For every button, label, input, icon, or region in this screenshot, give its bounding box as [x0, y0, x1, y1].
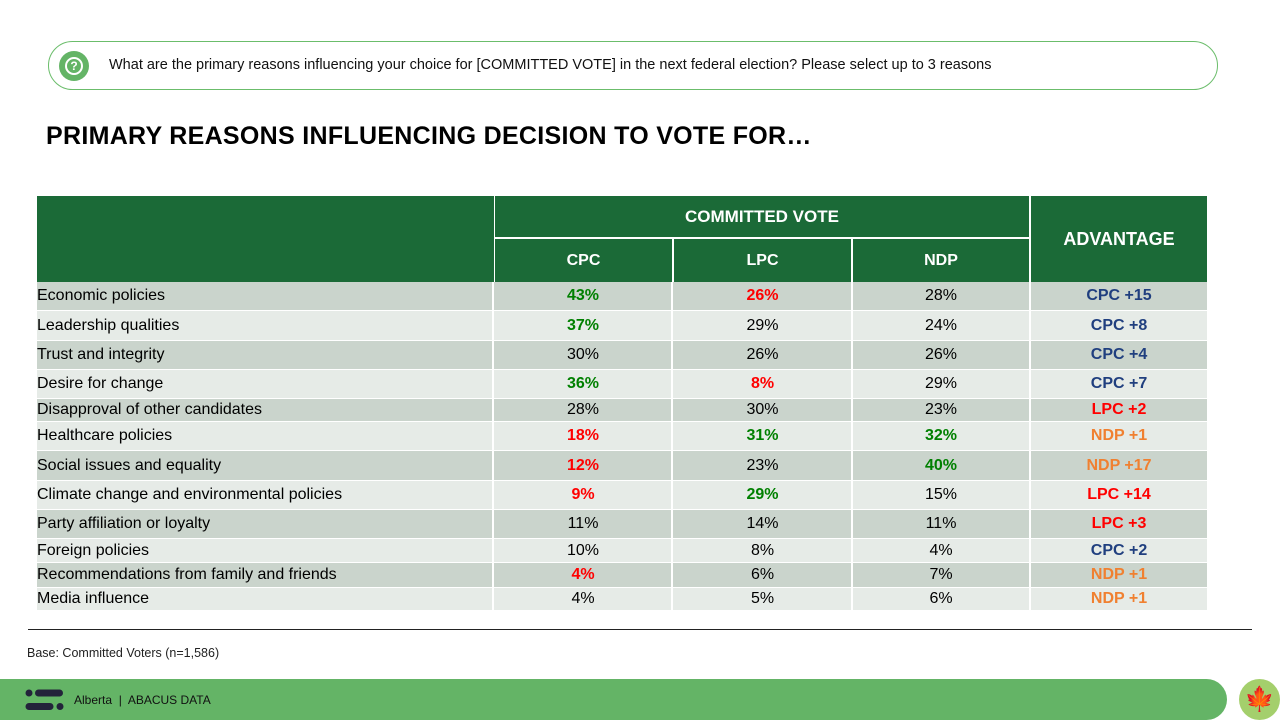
table-row: Healthcare policies 18% 31% 32% NDP +1 — [37, 422, 1207, 450]
value-cell-lpc: 23% — [674, 451, 853, 480]
value-cell-ndp: 29% — [853, 370, 1031, 398]
row-label: Desire for change — [37, 370, 494, 398]
value-cell-ndp: 15% — [853, 481, 1031, 509]
value-cell-ndp: 23% — [853, 399, 1031, 421]
header-cpc: CPC — [495, 239, 672, 282]
value-cell-lpc: 8% — [674, 539, 853, 562]
value-cell-lpc: 31% — [674, 422, 853, 450]
table-row: Economic policies 43% 26% 28% CPC +15 — [37, 282, 1207, 310]
table-row: Media influence 4% 5% 6% NDP +1 — [37, 588, 1207, 610]
base-note: Base: Committed Voters (n=1,586) — [27, 646, 220, 660]
advantage-cell: NDP +1 — [1090, 427, 1148, 444]
value-cell-cpc: 9% — [495, 481, 673, 509]
table-row: Foreign policies 10% 8% 4% CPC +2 — [37, 539, 1207, 562]
advantage-cell: CPC +7 — [1090, 375, 1148, 392]
row-label: Healthcare policies — [37, 422, 494, 450]
row-label: Economic policies — [37, 282, 494, 310]
table-row: Climate change and environmental policie… — [37, 481, 1207, 509]
advantage-cell: NDP +17 — [1086, 456, 1152, 474]
page-title: PRIMARY REASONS INFLUENCING DECISION TO … — [46, 122, 812, 150]
table-row: Leadership qualities 37% 29% 24% CPC +8 — [37, 311, 1207, 340]
table-row: Party affiliation or loyalty 11% 14% 11% LPC… — [37, 510, 1207, 538]
value-cell-ndp: 7% — [853, 563, 1031, 587]
abacus-logo-icon — [25, 689, 64, 710]
value-cell-lpc: 26% — [674, 282, 853, 310]
value-cell-cpc: 37% — [495, 311, 673, 340]
question-bubble-icon: ? — [59, 51, 89, 81]
row-label: Disapproval of other candidates — [37, 399, 494, 421]
advantage-cell: CPC +8 — [1090, 316, 1148, 334]
maple-leaf-icon: 🍁 — [1239, 679, 1280, 720]
table-row: Desire for change 36% 8% 29% CPC +7 — [37, 370, 1207, 398]
value-cell-ndp: 6% — [853, 588, 1031, 610]
advantage-cell: LPC +3 — [1091, 515, 1147, 532]
table-row: Trust and integrity 30% 26% 26% CPC +4 — [37, 341, 1207, 369]
advantage-cell: LPC +14 — [1087, 486, 1151, 503]
value-cell-ndp: 4% — [853, 539, 1031, 562]
advantage-cell: NDP +1 — [1090, 590, 1148, 607]
footer-text: Alberta | ABACUS DATA — [74, 693, 211, 707]
value-cell-cpc: 30% — [495, 341, 673, 369]
row-label: Party affiliation or loyalty — [37, 510, 494, 538]
header-lpc: LPC — [674, 239, 851, 282]
value-cell-lpc: 6% — [674, 563, 853, 587]
header-blank — [37, 196, 494, 282]
advantage-cell: NDP +1 — [1090, 566, 1148, 583]
value-cell-cpc: 10% — [495, 539, 673, 562]
value-cell-cpc: 43% — [495, 282, 673, 310]
value-cell-ndp: 28% — [853, 282, 1031, 310]
value-cell-cpc: 28% — [495, 399, 673, 421]
value-cell-ndp: 40% — [853, 451, 1031, 480]
advantage-cell: LPC +2 — [1091, 401, 1147, 418]
value-cell-cpc: 12% — [495, 451, 673, 480]
row-label: Recommendations from family and friends — [37, 563, 494, 587]
value-cell-cpc: 18% — [495, 422, 673, 450]
table-row: Disapproval of other candidates 28% 30% 23%… — [37, 399, 1207, 421]
value-cell-lpc: 30% — [674, 399, 853, 421]
row-label: Social issues and equality — [37, 451, 494, 480]
value-cell-ndp: 11% — [853, 510, 1031, 538]
header-advantage: ADVANTAGE — [1031, 196, 1207, 282]
row-label: Trust and integrity — [37, 341, 494, 369]
footer-bar: Alberta | ABACUS DATA — [0, 679, 1227, 720]
header-ndp: NDP — [853, 239, 1029, 282]
advantage-cell: CPC +4 — [1090, 346, 1148, 363]
row-label: Leadership qualities — [37, 311, 494, 340]
question-box: ? What are the primary reasons influenci… — [48, 41, 1218, 90]
row-label: Media influence — [37, 588, 494, 610]
value-cell-lpc: 8% — [674, 370, 853, 398]
value-cell-lpc: 5% — [674, 588, 853, 610]
value-cell-cpc: 36% — [495, 370, 673, 398]
row-label: Foreign policies — [37, 539, 494, 562]
value-cell-lpc: 29% — [674, 481, 853, 509]
value-cell-lpc: 26% — [674, 341, 853, 369]
value-cell-cpc: 11% — [495, 510, 673, 538]
row-label: Climate change and environmental policie… — [37, 481, 494, 509]
advantage-cell: CPC +15 — [1086, 287, 1152, 304]
value-cell-lpc: 14% — [674, 510, 853, 538]
value-cell-lpc: 29% — [674, 311, 853, 340]
table-row: Recommendations from family and friends 4… — [37, 563, 1207, 587]
value-cell-cpc: 4% — [495, 563, 673, 587]
table-row: Social issues and equality 12% 23% 40% NDP +… — [37, 451, 1207, 480]
divider-line — [28, 629, 1252, 630]
question-text: What are the primary reasons influencing… — [109, 57, 992, 73]
advantage-cell: CPC +2 — [1090, 541, 1148, 559]
header-committed-vote: COMMITTED VOTE — [495, 196, 1029, 237]
value-cell-ndp: 24% — [853, 311, 1031, 340]
value-cell-ndp: 26% — [853, 341, 1031, 369]
value-cell-cpc: 4% — [495, 588, 673, 610]
value-cell-ndp: 32% — [853, 422, 1031, 450]
